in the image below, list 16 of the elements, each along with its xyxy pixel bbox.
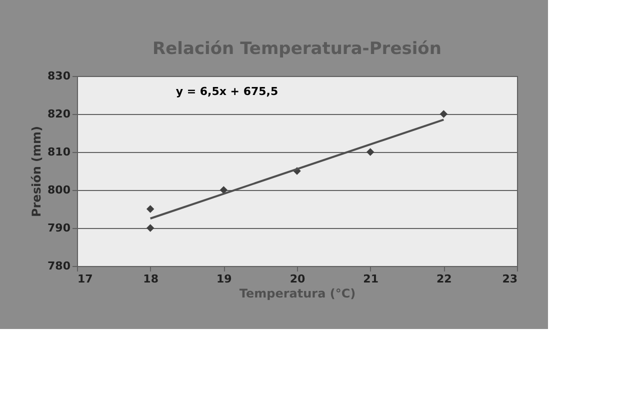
x-tick-label: 18 [143, 272, 158, 286]
x-tick-label: 21 [363, 272, 378, 286]
x-tick-label: 20 [290, 272, 306, 286]
y-tick-label: 800 [48, 184, 71, 196]
y-tick-label: 820 [48, 108, 71, 120]
y-tick-label: 810 [48, 146, 71, 158]
y-tick-label: 830 [48, 70, 71, 82]
x-tick-label: 23 [502, 272, 518, 286]
y-tick-label: 790 [48, 222, 71, 234]
x-tick-label: 19 [216, 272, 232, 286]
annotation: y = 6,5x + 675,5 [176, 85, 278, 98]
y-axis-title: Presión (mm) [30, 126, 44, 218]
y-tick-label: 780 [48, 260, 71, 272]
x-tick-label: 17 [78, 272, 93, 286]
x-axis-title: Temperatura (°C) [239, 286, 356, 300]
x-tick-label: 22 [436, 272, 452, 286]
